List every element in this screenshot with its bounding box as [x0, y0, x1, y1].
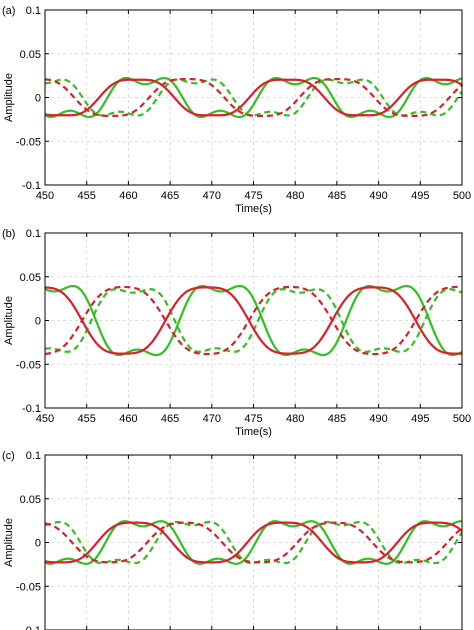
panel-label: (a) [2, 5, 15, 17]
x-axis-label: Time(s) [235, 426, 272, 438]
x-tick-label: 460 [119, 190, 137, 202]
x-tick-label: 460 [119, 413, 137, 425]
x-tick-label: 470 [203, 413, 221, 425]
x-tick-label: 475 [244, 413, 262, 425]
x-tick-label: 485 [328, 413, 346, 425]
series-line-red-dashed [45, 78, 462, 117]
chart-panel: (a) 450 455 460 465 470 475 480 485 490 495 500 -0.1… [2, 5, 471, 215]
y-tick-label: -0.05 [16, 136, 41, 148]
y-tick-label: -0.05 [16, 359, 41, 371]
y-axis-label: Amplitude [3, 73, 15, 122]
x-tick-label: 450 [36, 413, 54, 425]
x-tick-label: 455 [78, 413, 96, 425]
x-tick-label: 455 [78, 190, 96, 202]
chart-panel: (c)450455460465470475480485490495500-0.1… [2, 450, 463, 630]
series-line-red-solid [45, 286, 462, 355]
x-tick-label: 500 [453, 190, 471, 202]
y-tick-label: 0.05 [20, 272, 41, 284]
x-axis-label: Time(s) [235, 203, 272, 215]
y-tick-label: -0.05 [16, 581, 41, 593]
x-tick-label: 485 [328, 190, 346, 202]
series-line-red-dashed [45, 285, 462, 356]
y-tick-label: 0.1 [26, 450, 41, 462]
series-line-red-solid [45, 521, 462, 564]
x-tick-label: 475 [244, 190, 262, 202]
x-tick-label: 490 [369, 413, 387, 425]
x-tick-label: 500 [453, 413, 471, 425]
y-tick-label: 0.1 [26, 228, 41, 240]
x-tick-label: 495 [411, 190, 429, 202]
y-tick-label: 0.05 [20, 49, 41, 61]
panel-label: (b) [2, 228, 15, 240]
y-tick-label: 0 [35, 316, 41, 328]
y-tick-label: 0 [35, 93, 41, 105]
x-tick-label: 480 [286, 190, 304, 202]
y-tick-label: -0.1 [22, 180, 41, 192]
y-tick-label: 0.1 [26, 5, 41, 17]
y-tick-label: 0 [35, 538, 41, 550]
y-tick-label: -0.1 [22, 625, 41, 630]
y-axis-label: Amplitude [3, 296, 15, 345]
x-tick-label: 465 [161, 413, 179, 425]
y-tick-label: -0.1 [22, 403, 41, 415]
series-line-green-solid [45, 520, 462, 565]
x-tick-label: 470 [203, 190, 221, 202]
series-line-green-dashed [45, 78, 462, 117]
y-tick-label: 0.05 [20, 494, 41, 506]
chart-panel: (b) 450 455 460 465 470 475 480 485 490 495 500 -0.1… [2, 228, 471, 438]
x-tick-label: 495 [411, 413, 429, 425]
x-tick-label: 490 [369, 190, 387, 202]
y-axis-label: Amplitude [3, 518, 15, 567]
x-tick-label: 480 [286, 413, 304, 425]
x-tick-label: 450 [36, 190, 54, 202]
series-line-green-solid [45, 76, 462, 119]
x-tick-label: 465 [161, 190, 179, 202]
panel-label: (c) [2, 450, 15, 462]
series-line-red-dashed [45, 521, 462, 564]
series-line-red-solid [45, 78, 462, 117]
